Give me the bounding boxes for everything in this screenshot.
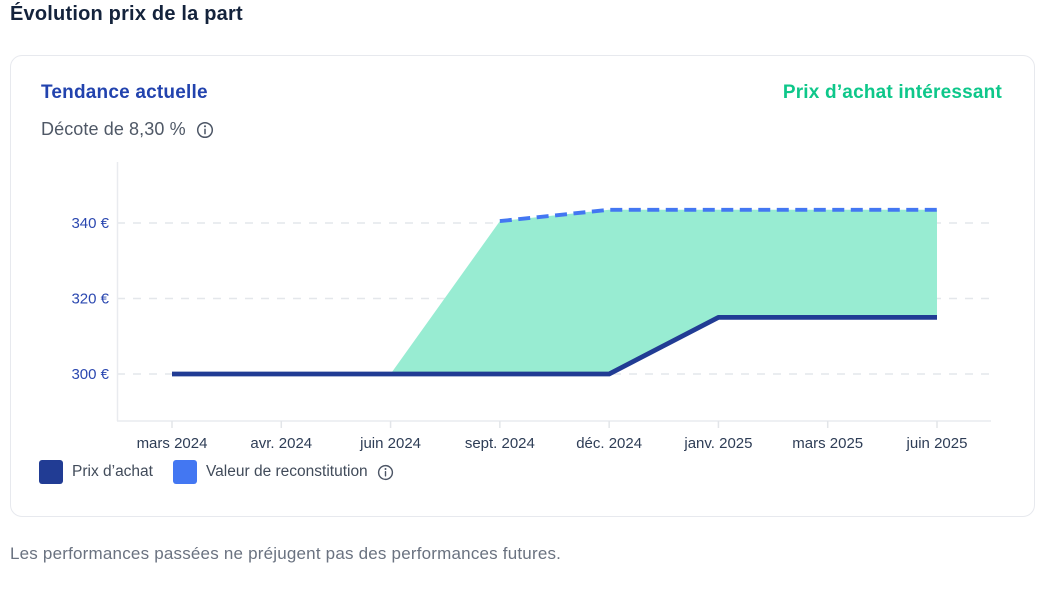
x-axis-label: juin 2024 xyxy=(359,435,421,452)
x-axis-label: mars 2025 xyxy=(792,435,863,452)
reconstitution-info-icon[interactable] xyxy=(377,464,394,481)
x-axis-label: janv. 2025 xyxy=(683,435,752,452)
price-signal-heading: Prix d’achat intéressant xyxy=(782,82,1002,103)
legend-item: Prix d’achat xyxy=(39,460,153,484)
discount-text: Décote de 8,30 % xyxy=(41,119,186,139)
discount-info-icon[interactable] xyxy=(196,121,214,139)
y-axis-label: 340 € xyxy=(71,215,109,232)
prix-achat-line xyxy=(172,314,937,377)
legend-swatch xyxy=(172,460,197,484)
fill-between-area xyxy=(172,209,937,374)
y-axis-label: 320 € xyxy=(71,291,109,308)
card-header: Tendance actuelle Prix d’achat intéressa… xyxy=(41,82,1002,104)
x-axis-label: sept. 2024 xyxy=(465,435,535,452)
x-axis-label: mars 2024 xyxy=(137,435,208,452)
trend-heading: Tendance actuelle xyxy=(41,82,208,103)
x-axis-label: avr. 2024 xyxy=(250,435,312,452)
chart-legend: Prix d’achat Valeur de reconstitution xyxy=(39,460,394,484)
price-evolution-chart: 300 € 320 € 340 € mars 2024 avr. 2024 juin 20… xyxy=(71,162,991,452)
legend-item: Valeur de reconstitution xyxy=(172,460,394,484)
legend-label: Valeur de reconstitution xyxy=(205,463,368,480)
x-axis-label: déc. 2024 xyxy=(576,435,642,452)
disclaimer-text: Les performances passées ne préjugent pa… xyxy=(10,544,562,563)
chart-card: Tendance actuelle Prix d’achat intéressa… xyxy=(10,55,1035,517)
page-title: Évolution prix de la part xyxy=(10,3,243,25)
legend-swatch xyxy=(39,460,63,484)
x-axis-label: juin 2025 xyxy=(906,435,968,452)
discount-row: Décote de 8,30 % xyxy=(41,119,214,140)
legend-label: Prix d’achat xyxy=(72,463,153,480)
y-axis-label: 300 € xyxy=(71,366,109,383)
